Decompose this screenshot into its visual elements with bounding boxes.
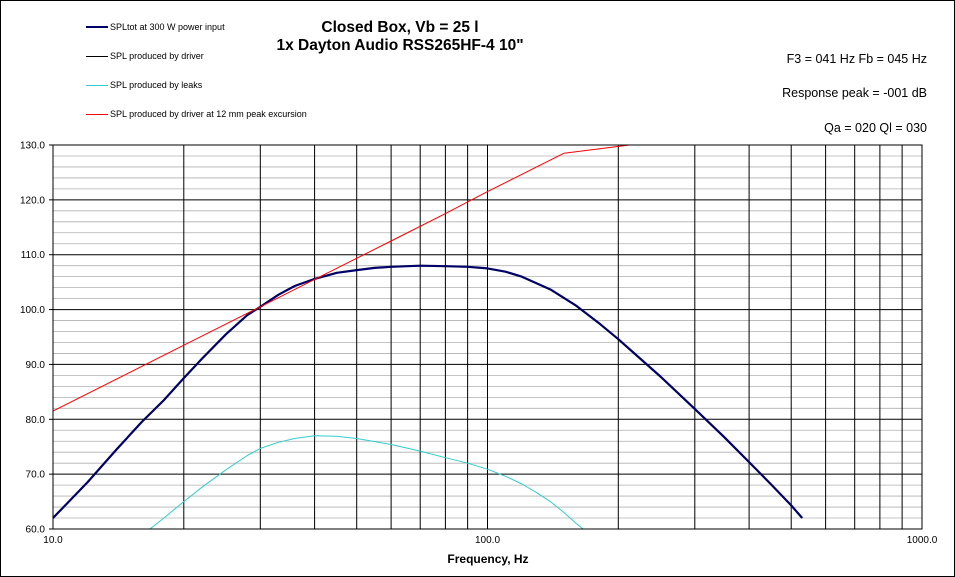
plot-border [52, 144, 923, 530]
legend-swatch-spltot [86, 26, 108, 28]
response-peak-text: Response peak = -001 dB [782, 86, 927, 100]
y-tick-label: 90.0 [26, 360, 46, 371]
legend-label-driver: SPL produced by driver [110, 51, 204, 61]
chart-title: Closed Box, Vb = 25 l [321, 19, 479, 36]
qa-ql-text: Qa = 020 Ql = 030 [824, 121, 927, 135]
y-tick-label: 60.0 [26, 525, 46, 536]
y-tick-label: 80.0 [26, 415, 46, 426]
y-tick-label: 100.0 [20, 305, 45, 316]
f3-fb-text: F3 = 041 Hz Fb = 045 Hz [786, 52, 927, 66]
legend-swatch-driver [86, 56, 108, 57]
series-line-3 [53, 145, 630, 412]
x-tick-label: 1000.0 [907, 535, 938, 546]
y-tick-label: 120.0 [20, 195, 45, 206]
legend-label-spltot: SPLtot at 300 W power input [110, 22, 225, 32]
x-tick-label: 100.0 [475, 535, 500, 546]
y-tick-label: 130.0 [20, 141, 45, 152]
legend-label-excursion: SPL produced by driver at 12 mm peak exc… [110, 109, 307, 119]
legend-label-leaks: SPL produced by leaks [110, 80, 203, 90]
series-line-2 [149, 435, 584, 529]
x-axis-label: Frequency, Hz [447, 552, 529, 566]
chart-subtitle: 1x Dayton Audio RSS265HF-4 10" [276, 37, 524, 54]
series-line-0 [53, 264, 804, 519]
legend-swatch-excursion [86, 114, 108, 115]
x-tick-label: 10.0 [43, 535, 63, 546]
y-tick-label: 110.0 [21, 250, 46, 261]
y-tick-label: 70.0 [26, 470, 46, 481]
legend-swatch-leaks [86, 85, 108, 86]
